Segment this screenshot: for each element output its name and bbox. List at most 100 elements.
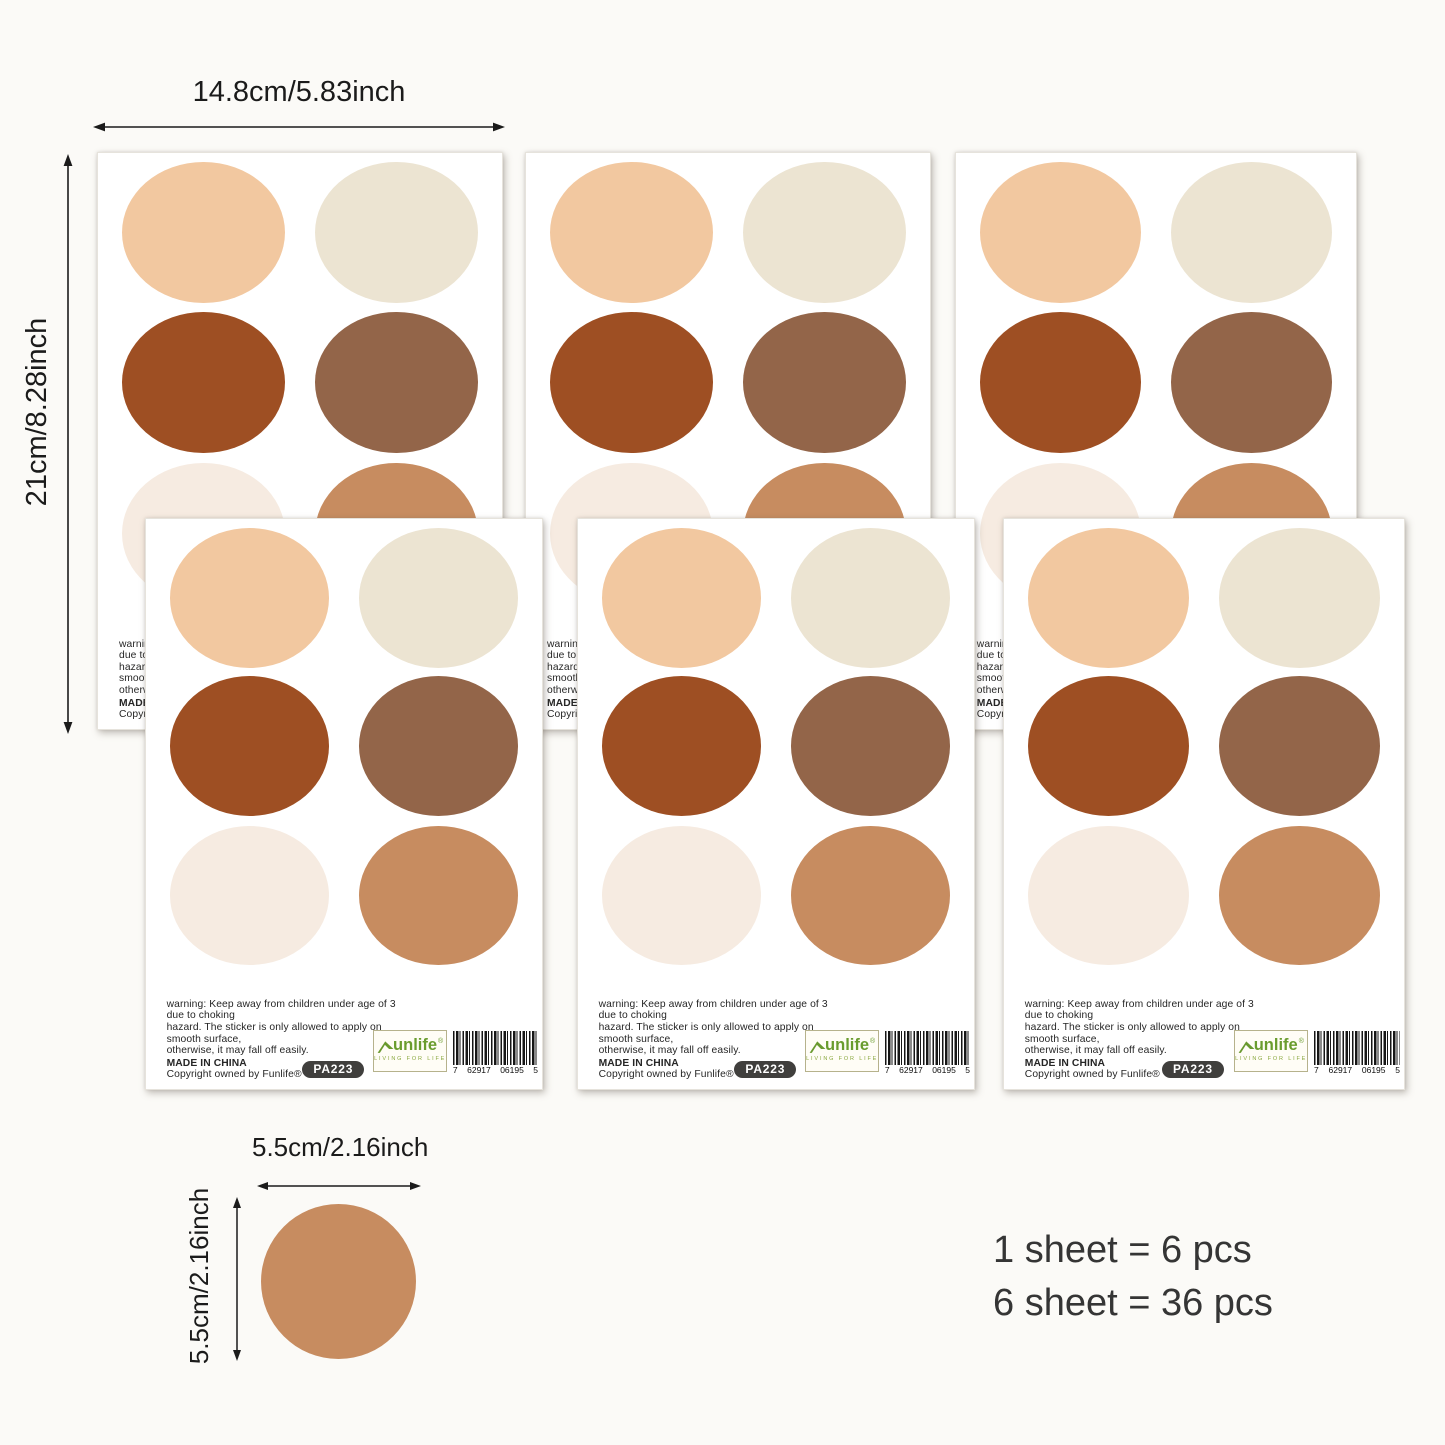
copyright-label: Copyright owned by Funlife® <box>166 1069 302 1081</box>
warning-line: hazard. The sticker is only allowed to a… <box>598 1021 814 1045</box>
sticker-dot-rust <box>601 676 761 816</box>
sticker-dot-tan <box>1219 825 1380 966</box>
barcode-digits: 7 62917 06195 5 <box>1314 1065 1400 1075</box>
funlife-logo-row: unlife ® <box>1238 1036 1304 1055</box>
copyright-label: Copyright owned by Funlife® <box>1024 1069 1160 1081</box>
brand-tagline: LIVING FOR LIFE <box>1234 1056 1307 1063</box>
warning-line: otherwise, it may fall off easily. <box>598 1045 741 1057</box>
barcode-digit: 7 <box>452 1065 458 1076</box>
brand-tagline: LIVING FOR LIFE <box>806 1056 879 1063</box>
sticker-dot-brown <box>791 676 951 816</box>
sticker-dot-brown <box>315 311 478 454</box>
dot-height-label: 5.5cm/2.16inch <box>184 1187 214 1365</box>
barcode-digit: 06195 <box>932 1065 956 1076</box>
sticker-dot-brown <box>743 311 906 454</box>
barcode-digit: 62917 <box>467 1065 491 1076</box>
warning-text: warning: Keep away from children under a… <box>599 999 837 1081</box>
barcode: 7 62917 06195 5 <box>884 1030 971 1076</box>
warning-line: warning: Keep away from children under a… <box>1024 998 1254 1022</box>
barcode-digits: 7 62917 06195 5 <box>453 1065 538 1075</box>
sticker-dot-brown <box>359 676 519 816</box>
barcode-bars <box>884 1030 971 1066</box>
piece-count-line2: 6 sheet = 36 pcs <box>993 1282 1273 1324</box>
sticker-dot-rust <box>122 311 285 454</box>
barcode-digit: 06195 <box>500 1065 524 1076</box>
dot-width-arrow <box>257 1182 421 1190</box>
sticker-dot-peach <box>122 162 285 304</box>
sample-dot <box>261 1204 416 1359</box>
funlife-logo-row: unlife ® <box>377 1036 444 1055</box>
sheet-width-label: 14.8cm/5.83inch <box>192 76 406 108</box>
sticker-dot-rust <box>980 311 1141 454</box>
barcode-bars <box>452 1030 539 1066</box>
model-code-badge: PA223 <box>734 1060 797 1078</box>
barcode-digit: 62917 <box>1328 1065 1353 1076</box>
piece-count-line1: 1 sheet = 6 pcs <box>993 1229 1252 1271</box>
sticker-sheet-4: warning: Keep away from children under a… <box>145 518 543 1090</box>
piece-count: 1 sheet = 6 pcs 6 sheet = 36 pcs <box>993 1224 1273 1330</box>
registered-mark: ® <box>870 1038 876 1046</box>
model-code-badge: PA223 <box>302 1060 365 1078</box>
sticker-dot-peach <box>980 162 1141 304</box>
funlife-logo: unlife ® LIVING FOR LIFE <box>1233 1029 1308 1072</box>
barcode-digit: 5 <box>1395 1065 1400 1076</box>
warning-line: hazard. The sticker is only allowed to a… <box>166 1021 382 1045</box>
sticker-dot-cream <box>1171 162 1332 304</box>
sticker-dot-tan <box>791 825 951 966</box>
made-in-label: MADE IN CHINA <box>1024 1057 1106 1069</box>
warning-line: otherwise, it may fall off easily. <box>1024 1045 1167 1057</box>
copyright-label: Copyright owned by Funlife® <box>598 1069 734 1081</box>
barcode-bars <box>1314 1030 1400 1066</box>
warning-text: warning: Keep away from children under a… <box>1025 999 1265 1081</box>
sticker-dot-rust <box>550 311 713 454</box>
warning-line: warning: Keep away from children under a… <box>166 998 396 1022</box>
sticker-sheet-6: warning: Keep away from children under a… <box>1003 518 1405 1090</box>
warning-text: warning: Keep away from children under a… <box>167 999 405 1081</box>
sticker-dot-tan <box>359 825 519 966</box>
sticker-dot-cream <box>791 528 951 668</box>
sticker-sheet-5: warning: Keep away from children under a… <box>577 518 975 1090</box>
made-in-label: MADE IN CHINA <box>166 1057 247 1069</box>
funlife-roof-icon <box>377 1041 394 1054</box>
funlife-logo: unlife ® LIVING FOR LIFE <box>805 1029 879 1072</box>
barcode-digit: 62917 <box>899 1065 923 1076</box>
barcode-digit: 7 <box>1314 1065 1319 1076</box>
barcode-digit: 5 <box>533 1065 539 1076</box>
barcode-digit: 06195 <box>1361 1065 1386 1076</box>
model-code-badge: PA223 <box>1162 1060 1224 1078</box>
sticker-dot-cream <box>315 162 478 304</box>
sticker-dot-pale <box>1028 825 1189 966</box>
sticker-dot-rust <box>1028 676 1189 816</box>
sticker-dot-brown <box>1219 676 1380 816</box>
sticker-dot-peach <box>1028 528 1189 668</box>
sticker-dot-cream <box>743 162 906 304</box>
sticker-dot-pale <box>601 825 761 966</box>
brand-name: unlife <box>825 1036 870 1055</box>
brand-tagline: LIVING FOR LIFE <box>374 1056 447 1063</box>
dot-height-arrow <box>233 1197 241 1361</box>
sticker-dot-cream <box>1219 528 1380 668</box>
warning-line: warning: Keep away from children under a… <box>598 998 828 1022</box>
sticker-dot-pale <box>169 825 329 966</box>
barcode-digit: 5 <box>965 1065 971 1076</box>
sticker-dot-rust <box>169 676 329 816</box>
sticker-dot-peach <box>169 528 329 668</box>
sticker-dot-cream <box>359 528 519 668</box>
funlife-logo: unlife ® LIVING FOR LIFE <box>373 1029 447 1072</box>
brand-name: unlife <box>1253 1036 1298 1055</box>
sticker-dot-peach <box>601 528 761 668</box>
barcode: 7 62917 06195 5 <box>452 1030 539 1076</box>
sheet-height-label: 21cm/8.28inch <box>21 317 53 507</box>
funlife-roof-icon <box>1238 1041 1255 1054</box>
made-in-label: MADE IN CHINA <box>598 1057 679 1069</box>
registered-mark: ® <box>438 1038 444 1046</box>
brand-name: unlife <box>393 1036 438 1055</box>
registered-mark: ® <box>1298 1038 1304 1046</box>
sheet-height-arrow <box>63 154 73 734</box>
sticker-dot-brown <box>1171 311 1332 454</box>
barcode: 7 62917 06195 5 <box>1314 1030 1400 1076</box>
barcode-digits: 7 62917 06195 5 <box>885 1065 970 1075</box>
funlife-roof-icon <box>809 1041 826 1054</box>
sticker-dot-peach <box>550 162 713 304</box>
